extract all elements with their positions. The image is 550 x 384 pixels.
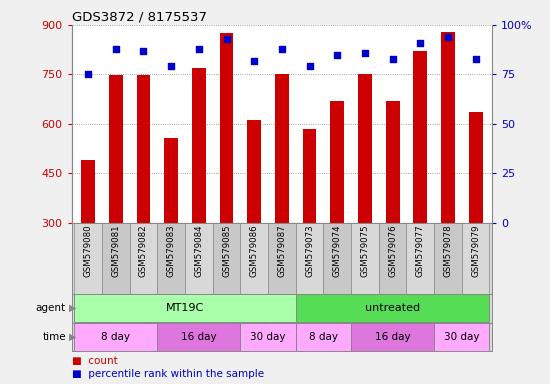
Text: 16 day: 16 day [181, 332, 217, 342]
Point [333, 51, 342, 58]
Bar [302, 129, 316, 223]
Point [416, 40, 425, 46]
Text: MT19C: MT19C [166, 303, 204, 313]
FancyBboxPatch shape [102, 223, 130, 294]
Text: 8 day: 8 day [309, 332, 338, 342]
Text: ■  percentile rank within the sample: ■ percentile rank within the sample [72, 369, 263, 379]
Bar [441, 31, 455, 223]
Text: GSM579076: GSM579076 [388, 225, 397, 278]
Text: ▶: ▶ [69, 303, 76, 313]
FancyBboxPatch shape [296, 323, 351, 351]
FancyBboxPatch shape [74, 223, 102, 294]
Text: GSM579078: GSM579078 [443, 225, 453, 278]
FancyBboxPatch shape [406, 223, 434, 294]
Bar [331, 101, 344, 223]
Point [277, 46, 286, 52]
Bar [81, 160, 95, 223]
Point [195, 46, 204, 52]
Text: 8 day: 8 day [101, 332, 130, 342]
Point [388, 56, 397, 62]
FancyBboxPatch shape [240, 223, 268, 294]
Point [167, 63, 175, 70]
FancyBboxPatch shape [213, 223, 240, 294]
FancyBboxPatch shape [185, 223, 213, 294]
Bar [164, 138, 178, 223]
Point [360, 50, 369, 56]
Text: 30 day: 30 day [250, 332, 286, 342]
FancyBboxPatch shape [462, 223, 490, 294]
Text: time: time [42, 332, 66, 342]
FancyBboxPatch shape [434, 223, 462, 294]
FancyBboxPatch shape [379, 223, 406, 294]
Text: untreated: untreated [365, 303, 420, 313]
Bar [469, 112, 482, 223]
Text: GSM579081: GSM579081 [111, 225, 120, 278]
Text: GSM579079: GSM579079 [471, 225, 480, 277]
FancyBboxPatch shape [351, 323, 434, 351]
Bar [136, 75, 150, 223]
FancyBboxPatch shape [157, 323, 240, 351]
Text: GSM579083: GSM579083 [167, 225, 175, 278]
Point [305, 63, 314, 70]
Bar [275, 74, 289, 223]
Point [84, 71, 92, 78]
Text: GSM579084: GSM579084 [194, 225, 204, 278]
Text: GSM579073: GSM579073 [305, 225, 314, 278]
FancyBboxPatch shape [296, 295, 490, 322]
Text: GSM579082: GSM579082 [139, 225, 148, 278]
Bar [358, 74, 372, 223]
Point [139, 48, 148, 54]
Text: GSM579077: GSM579077 [416, 225, 425, 278]
FancyBboxPatch shape [351, 223, 379, 294]
Point [222, 36, 231, 42]
Bar [248, 120, 261, 223]
Point [250, 58, 258, 64]
Text: GDS3872 / 8175537: GDS3872 / 8175537 [72, 11, 206, 24]
Bar [192, 68, 206, 223]
FancyBboxPatch shape [74, 323, 157, 351]
FancyBboxPatch shape [323, 223, 351, 294]
FancyBboxPatch shape [74, 295, 296, 322]
Text: GSM579085: GSM579085 [222, 225, 231, 278]
Bar [219, 33, 233, 223]
Text: 30 day: 30 day [444, 332, 480, 342]
Text: ■  count: ■ count [72, 356, 117, 366]
FancyBboxPatch shape [240, 323, 296, 351]
Point [112, 46, 120, 52]
Text: GSM579074: GSM579074 [333, 225, 342, 278]
Text: 16 day: 16 day [375, 332, 410, 342]
FancyBboxPatch shape [296, 223, 323, 294]
Bar [109, 75, 123, 223]
FancyBboxPatch shape [130, 223, 157, 294]
Text: GSM579086: GSM579086 [250, 225, 258, 278]
Bar [414, 51, 427, 223]
FancyBboxPatch shape [268, 223, 296, 294]
Text: GSM579087: GSM579087 [277, 225, 287, 278]
Text: agent: agent [36, 303, 66, 313]
FancyBboxPatch shape [434, 323, 490, 351]
Text: GSM579075: GSM579075 [360, 225, 370, 278]
Point [443, 34, 452, 40]
Bar [386, 101, 399, 223]
Text: GSM579080: GSM579080 [84, 225, 92, 278]
FancyBboxPatch shape [157, 223, 185, 294]
Text: ▶: ▶ [69, 332, 76, 342]
Point [471, 56, 480, 62]
